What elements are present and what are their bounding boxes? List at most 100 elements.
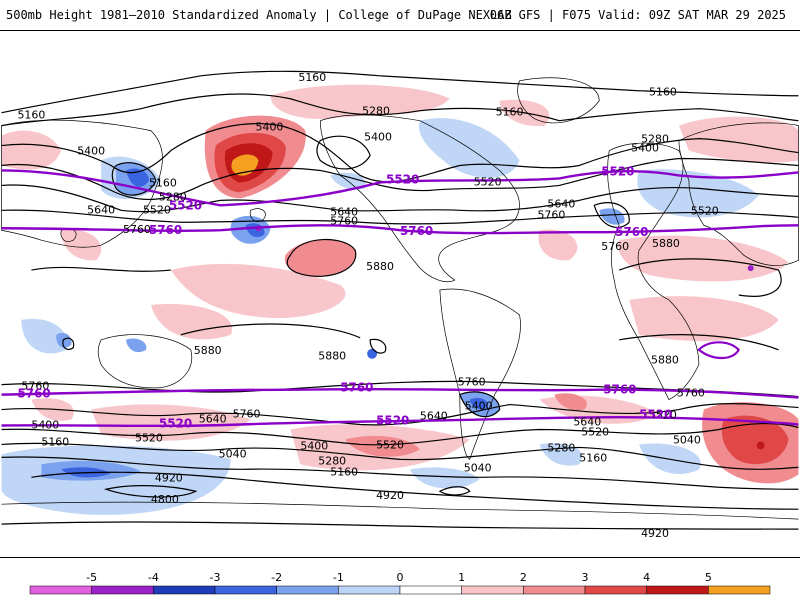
colorbar-bin	[708, 585, 771, 595]
contour-label: 5160	[330, 465, 358, 478]
contour-label: 5640	[547, 197, 575, 210]
map-title: 500mb Height 1981–2010 Standardized Anom…	[6, 8, 512, 22]
colorbar-tick-label: 1	[458, 571, 465, 584]
reference-label: 5520	[159, 416, 192, 430]
colorbar-tick-label: -3	[210, 571, 221, 584]
contour-label: 5040	[673, 433, 701, 446]
contour-label: 4800	[151, 493, 179, 506]
colorbar-bin	[153, 585, 216, 595]
contour-label: 5520	[376, 438, 404, 451]
contour-label: 5400	[465, 400, 493, 413]
reference-label: 5760	[340, 381, 373, 395]
contour-label: 5520	[474, 175, 502, 188]
contour-label: 5400	[31, 418, 59, 431]
contour-label: 5280	[641, 133, 669, 146]
contour-label: 5040	[464, 461, 492, 474]
contour-label: 4920	[641, 527, 669, 540]
reference-label: 5520	[386, 172, 419, 186]
contour-label: 5400	[77, 145, 105, 158]
colorbar-bin	[399, 585, 462, 595]
colorbar-tick-label: -2	[271, 571, 282, 584]
contour-label: 4920	[155, 471, 183, 484]
colorbar-bin	[91, 585, 154, 595]
contour-label: 5880	[651, 354, 679, 367]
contour-label: 5400	[631, 142, 659, 155]
model-run-info: 06Z GFS | F075 Valid: 09Z SAT MAR 29 202…	[489, 8, 786, 22]
contour-label: 5280	[362, 105, 390, 118]
contour-label: 5760	[21, 380, 49, 393]
colorbar-tick-label: 0	[397, 571, 404, 584]
contour-label: 5640	[573, 416, 601, 429]
reference-label: 5520	[169, 198, 202, 212]
contour-label: 5760	[677, 387, 705, 400]
contour-label: 5760	[601, 240, 629, 253]
coastlines	[1, 77, 799, 520]
colorbar-tick-label: -5	[86, 571, 97, 584]
contour-label: 5520	[135, 431, 163, 444]
anomaly-map: 5160 5160 5160 5280 5160 5400 5400 5400 …	[0, 30, 800, 558]
colorbar-tick-label: 5	[705, 571, 712, 584]
contour-label: 5160	[298, 71, 326, 84]
height-contours	[1, 70, 799, 530]
colorbar-bin	[584, 585, 647, 595]
contour-label: 5160	[496, 106, 524, 119]
contour-label: 5400	[300, 439, 328, 452]
colorbar-bin	[523, 585, 586, 595]
header-bar: 500mb Height 1981–2010 Standardized Anom…	[0, 0, 800, 30]
reference-label: 5520	[376, 414, 409, 428]
contour-label: 5520	[649, 409, 677, 422]
contour-label: 5520	[691, 204, 719, 217]
contour-label: 5280	[318, 454, 346, 467]
reference-label: 5760	[603, 383, 636, 397]
reference-label: 5760	[17, 387, 50, 401]
contour-label: 5160	[579, 451, 607, 464]
colorbar-tick-label: -1	[333, 571, 344, 584]
contour-label: 5160	[649, 86, 677, 99]
contour-label: 4920	[376, 489, 404, 502]
colorbar-bin	[214, 585, 277, 595]
contour-label: 5760	[537, 208, 565, 221]
colorbar-bin	[461, 585, 524, 595]
contour-label: 5880	[366, 260, 394, 273]
reference-label: 5520	[601, 164, 634, 178]
contour-label: 5160	[149, 176, 177, 189]
contour-label: 5520	[143, 203, 171, 216]
contour-label: 5640	[330, 205, 358, 218]
contour-label: 5760	[330, 214, 358, 227]
colorbar-ticks: -5 -4 -3 -2 -1 0 1 2 3 4 5	[86, 571, 712, 584]
contour-label: 5160	[17, 109, 45, 122]
contour-label: 5880	[318, 350, 346, 363]
contour-label: 5880	[652, 237, 680, 250]
colorbar-tick-label: 3	[582, 571, 589, 584]
contour-label: 5400	[364, 131, 392, 144]
reference-contours	[1, 169, 799, 428]
reference-contour-labels: 5520 5760 5520 5760 5520 5760 5760 5760 …	[17, 164, 672, 430]
contour-label: 5760	[123, 223, 151, 236]
colorbar-tick-label: -4	[148, 571, 159, 584]
contour-label: 5040	[219, 447, 247, 460]
colorbar-bin	[276, 585, 339, 595]
contour-label: 5640	[420, 410, 448, 423]
reference-label: 5760	[615, 225, 648, 239]
anomaly-colorbar: -5 -4 -3 -2 -1 0 1 2 3 4 5	[29, 571, 771, 595]
contour-label: 5160	[41, 435, 69, 448]
colorbar-bin	[29, 585, 92, 595]
colorbar-bins	[29, 585, 771, 595]
contour-label: 5880	[194, 344, 222, 357]
contour-label: 5280	[159, 190, 187, 203]
colorbar-bin	[646, 585, 709, 595]
contour-label: 5760	[233, 408, 261, 421]
colorbar-tick-label: 4	[643, 571, 650, 584]
contour-label: 5400	[256, 121, 284, 134]
contour-label: 5760	[458, 376, 486, 389]
reference-label: 5520	[639, 408, 672, 422]
contour-label: 5280	[547, 441, 575, 454]
height-contour-labels: 5160 5160 5160 5280 5160 5400 5400 5400 …	[17, 71, 718, 540]
reference-label: 5760	[149, 223, 182, 237]
reference-label: 5760	[400, 224, 433, 238]
contour-label: 5640	[199, 413, 227, 426]
colorbar-bin	[338, 585, 401, 595]
colorbar-tick-label: 2	[520, 571, 527, 584]
contour-label: 5520	[581, 425, 609, 438]
contour-label: 5640	[87, 203, 115, 216]
